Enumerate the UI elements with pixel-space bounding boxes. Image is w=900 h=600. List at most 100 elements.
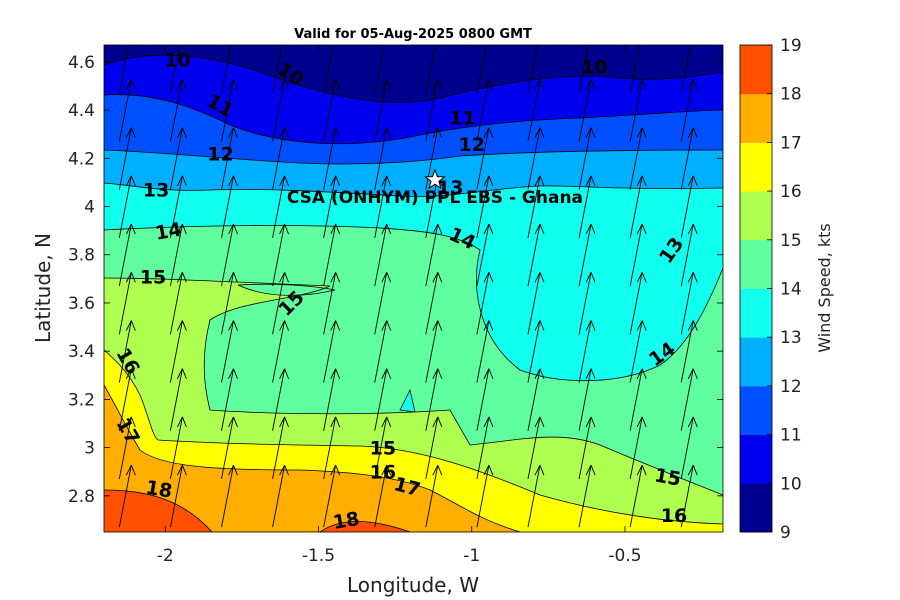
wind-arrow	[221, 223, 238, 287]
wind-arrow	[578, 416, 596, 480]
wind-arrow	[578, 79, 596, 142]
wind-arrow	[578, 368, 596, 431]
contour-line-13	[104, 182, 723, 197]
contour-label: 15	[370, 438, 396, 460]
contour-line-17	[104, 384, 521, 532]
wind-arrow	[629, 223, 647, 287]
x-axis-label: Longitude, W	[347, 573, 479, 597]
y-tick-label: 4	[84, 198, 95, 218]
wind-arrow	[476, 464, 494, 528]
wind-arrow	[476, 416, 494, 480]
wind-arrow	[680, 464, 698, 528]
wind-arrow	[680, 320, 698, 383]
wind-arrow	[374, 368, 392, 431]
colorbar-segment	[740, 239, 772, 289]
wind-arrow	[629, 368, 647, 431]
wind-arrow	[425, 79, 443, 142]
colorbar-tick-label: 12	[780, 377, 802, 397]
wind-vectors	[118, 45, 698, 528]
wind-arrow	[425, 320, 443, 383]
wind-arrow	[527, 416, 545, 480]
colorbar-tick-label: 11	[780, 426, 802, 446]
wind-arrow	[476, 223, 494, 287]
wind-arrow	[629, 45, 640, 94]
site-marker: CSA (ONHYM) PPL EBS - Ghana	[287, 168, 583, 208]
wind-arrow	[169, 368, 187, 431]
contour-label: 12	[458, 134, 484, 156]
wind-arrow	[374, 416, 392, 480]
wind-arrow	[323, 272, 341, 335]
wind-arrow	[527, 272, 545, 335]
wind-arrow	[118, 223, 136, 287]
wind-arrow	[629, 79, 647, 142]
wind-arrow	[680, 272, 698, 335]
wind-arrow	[629, 464, 647, 528]
wind-arrow	[169, 320, 187, 383]
wind-arrow	[527, 464, 545, 528]
wind-arrow	[578, 272, 596, 335]
contour-label: 15	[653, 464, 683, 490]
wind-arrow	[578, 320, 596, 383]
wind-arrow	[527, 223, 545, 287]
contour-line-14	[104, 225, 723, 382]
y-tick-label: 4.6	[68, 53, 95, 73]
contour-line-island-a	[237, 283, 336, 296]
wind-arrow	[425, 272, 443, 335]
wind-arrow	[272, 464, 289, 528]
wind-arrow	[425, 368, 443, 431]
wind-arrow	[118, 320, 136, 383]
wind-arrow	[578, 175, 596, 238]
wind-arrow	[272, 272, 289, 335]
wind-arrow	[169, 223, 187, 287]
contour-label: 11	[449, 107, 475, 129]
contour-line-11	[104, 94, 723, 145]
colorbar-tick-label: 14	[780, 280, 802, 300]
wind-arrow	[629, 272, 647, 335]
contour-line-15	[104, 277, 723, 496]
wind-arrow	[425, 464, 443, 528]
contour-label: 14	[154, 218, 184, 244]
wind-arrow	[476, 79, 494, 142]
wind-arrow	[374, 320, 392, 383]
wind-arrow	[476, 272, 494, 335]
colorbar: 9 10 11 12 13 14 15 16 17 18 19	[739, 36, 802, 543]
wind-arrow	[118, 416, 136, 480]
colorbar-segment	[740, 142, 772, 192]
wind-arrow	[169, 175, 187, 238]
wind-arrow	[680, 175, 698, 238]
band-17-18	[104, 385, 520, 532]
x-axis-ticks: -2 -1.5 -1 -0.5	[157, 45, 642, 566]
colorbar-tick-label: 10	[780, 474, 802, 494]
y-tick-label: 3	[84, 439, 95, 459]
wind-arrow	[374, 45, 385, 94]
wind-arrow	[323, 175, 341, 238]
wind-arrow	[680, 416, 698, 480]
wind-arrow	[629, 127, 647, 190]
contour-line-10	[104, 54, 723, 103]
wind-arrow	[221, 127, 238, 190]
wind-arrow	[476, 368, 494, 431]
colorbar-tick-label: 16	[780, 182, 802, 202]
wind-arrow	[476, 320, 494, 383]
wind-arrow	[272, 223, 289, 287]
wind-arrow	[323, 368, 341, 431]
wind-arrow	[272, 127, 289, 190]
colorbar-tick-label: 15	[780, 231, 802, 251]
wind-arrow	[272, 320, 289, 383]
y-axis-ticks: 2.8 3 3.2 3.4 3.6 3.8 4 4.2 4.4 4.6	[68, 53, 723, 507]
wind-arrow	[323, 45, 334, 94]
site-label: CSA (ONHYM) PPL EBS - Ghana	[287, 188, 583, 208]
wind-arrow	[680, 223, 698, 287]
wind-arrow	[323, 320, 341, 383]
wind-arrow	[118, 127, 136, 190]
colorbar-segment	[740, 93, 772, 143]
wind-arrow	[323, 416, 341, 480]
wind-arrow	[680, 45, 692, 94]
wind-arrow	[221, 79, 238, 142]
colorbar-segment	[740, 191, 772, 241]
wind-arrow	[629, 320, 647, 383]
wind-arrow	[527, 79, 545, 142]
x-tick-label: -0.5	[608, 546, 641, 566]
chart-title: Valid for 05-Aug-2025 0800 GMT	[294, 27, 532, 42]
band-18-19	[104, 490, 410, 532]
